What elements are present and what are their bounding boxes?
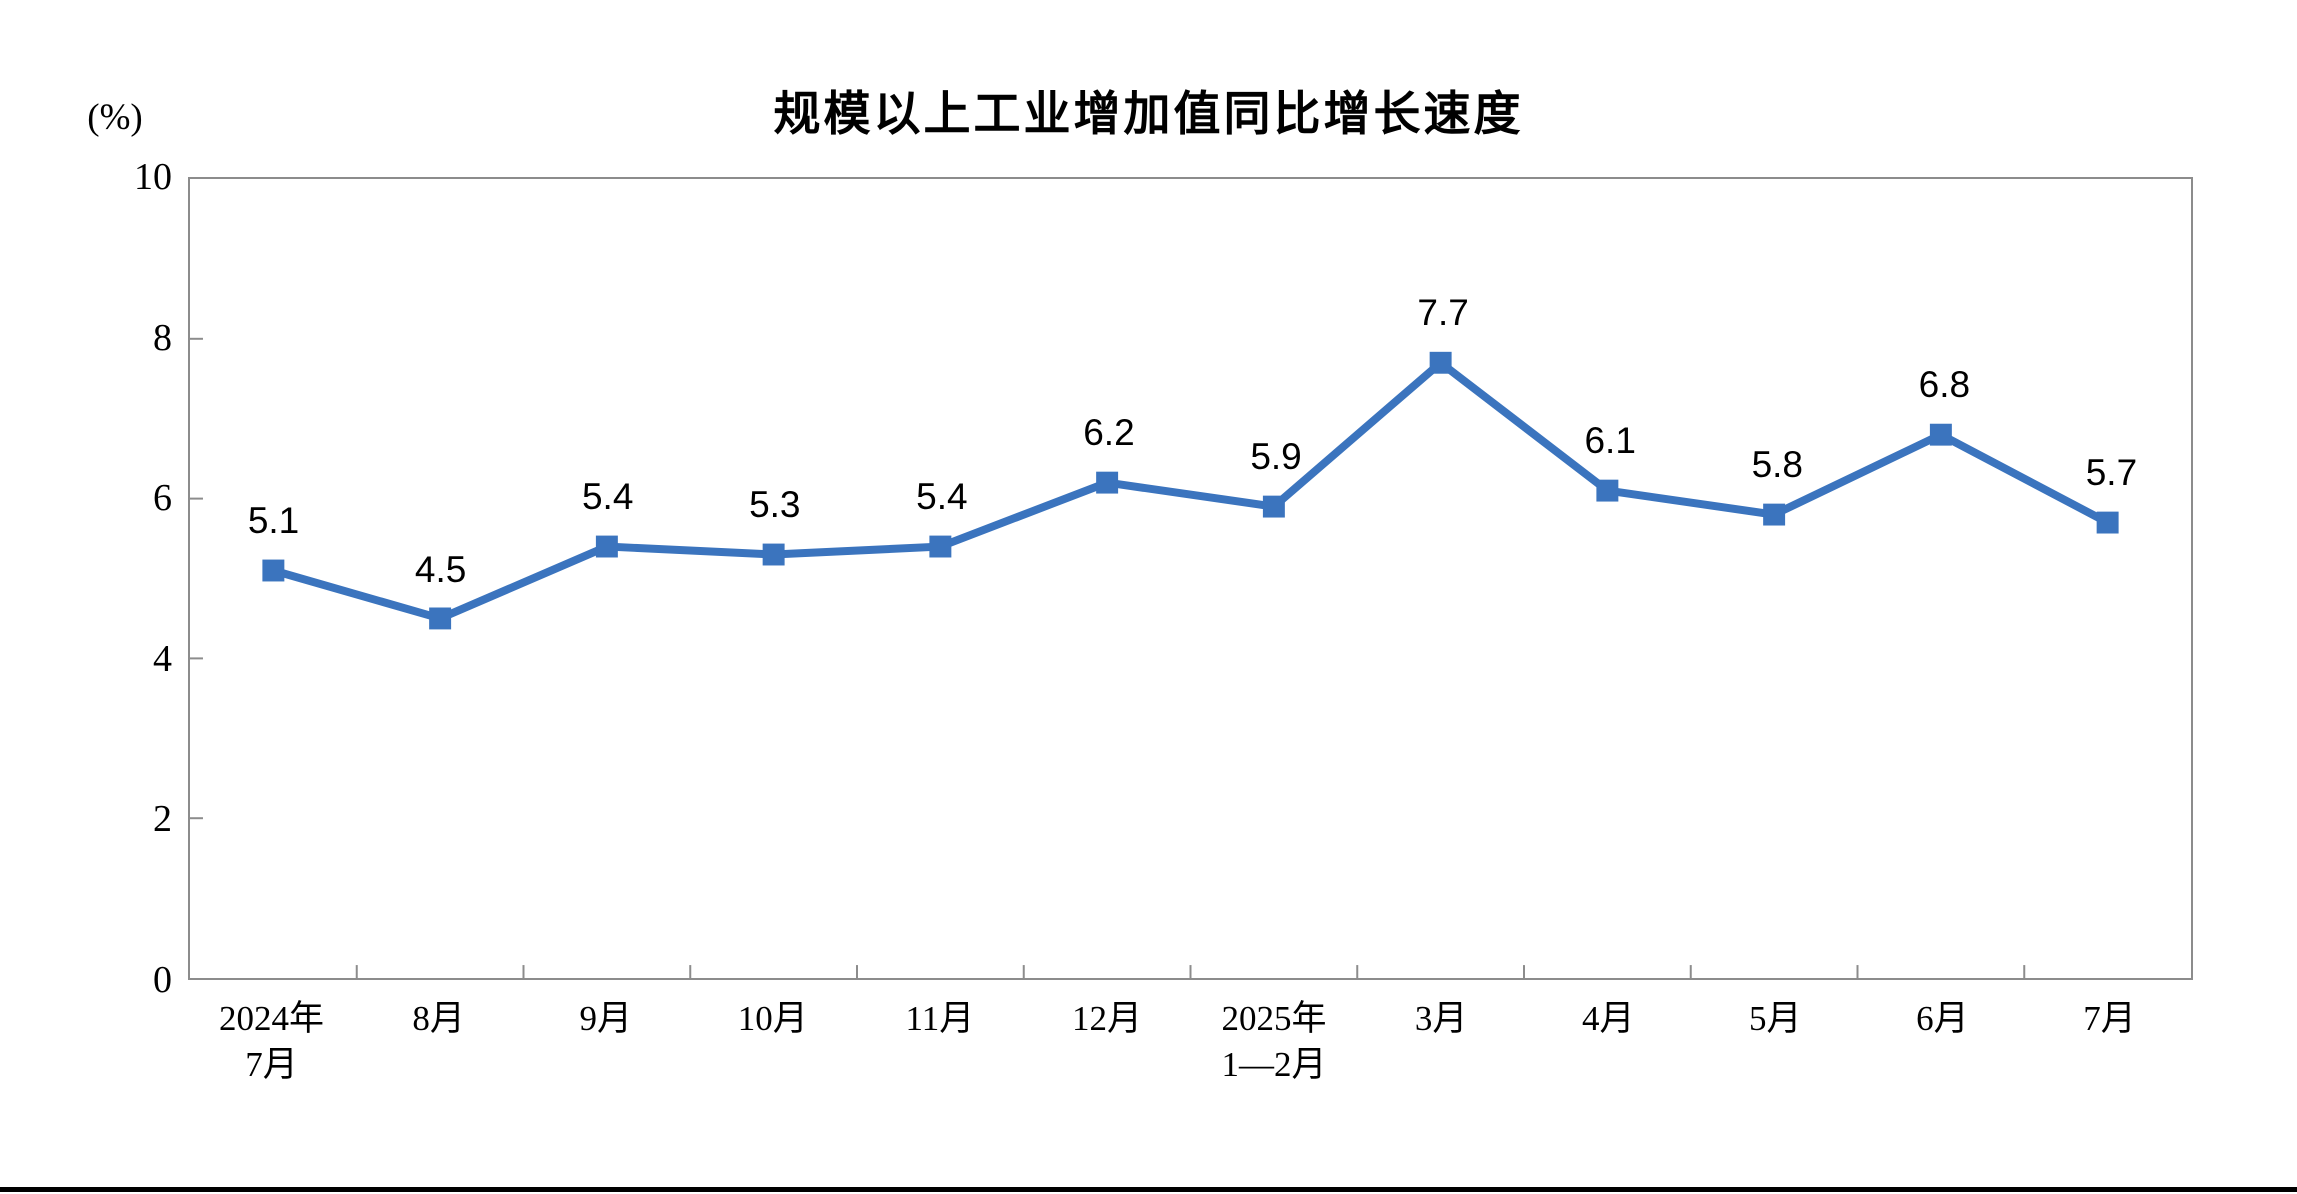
- x-category-label: 11月: [905, 999, 975, 1038]
- plot-area: 5.1 4.5 5.4 5.3 5.4 6.2 5.9 7.7 6.1 5.8 6.8 5.7: [188, 177, 2193, 980]
- chart-title: 规模以上工业增加值同比增长速度: [773, 87, 1524, 141]
- data-point-marker: [1262, 495, 1285, 518]
- series-line: [272, 357, 2110, 623]
- data-point-marker: [2096, 511, 2119, 534]
- data-label: 5.8: [1751, 444, 1803, 486]
- y-tick-label: 10: [134, 156, 172, 198]
- data-label: 5.3: [749, 484, 801, 526]
- data-point-marker: [595, 535, 618, 558]
- y-tick-label: 8: [153, 316, 172, 359]
- data-point-marker: [1596, 479, 1619, 502]
- x-category-label: 9月: [579, 999, 632, 1038]
- x-category-label: 10月: [737, 999, 808, 1038]
- y-axis-unit-label: (%): [87, 97, 143, 138]
- y-tick-label: 0: [153, 959, 172, 1001]
- data-point-marker: [1429, 351, 1452, 374]
- x-category-label: 5月: [1749, 999, 1802, 1038]
- y-tick-label: 4: [153, 637, 172, 680]
- chart-canvas: [190, 337, 2119, 978]
- data-point-marker: [762, 543, 785, 566]
- data-label: 6.1: [1584, 420, 1636, 462]
- x-category-label: 2025年 1—2月: [1221, 999, 1327, 1085]
- data-point-marker: [1096, 471, 1119, 494]
- data-label: 6.8: [1918, 363, 1971, 405]
- y-tick-label: 2: [153, 798, 172, 841]
- data-point-marker: [429, 607, 452, 630]
- data-label: 5.4: [916, 476, 968, 518]
- x-category-label: 8月: [412, 999, 465, 1038]
- bottom-divider-line: [0, 1187, 2297, 1192]
- data-label: 7.7: [1417, 291, 1469, 333]
- data-label: 5.1: [247, 500, 300, 542]
- x-category-label: 2024年 7月: [219, 999, 325, 1085]
- x-category-label: 3月: [1414, 999, 1468, 1038]
- data-point-marker: [262, 559, 285, 582]
- data-label: 6.2: [1083, 412, 1135, 454]
- y-tick-label: 6: [153, 477, 172, 520]
- data-label: 4.5: [414, 548, 467, 590]
- x-category-label: 6月: [1916, 999, 1969, 1038]
- data-label: 5.7: [2085, 452, 2138, 494]
- x-category-label: 4月: [1581, 999, 1635, 1038]
- data-point-marker: [1763, 503, 1786, 526]
- data-label: 5.9: [1250, 436, 1302, 478]
- data-point-marker: [1929, 423, 1952, 446]
- data-label: 5.4: [581, 476, 634, 518]
- data-point-marker: [929, 535, 952, 558]
- x-category-label: 7月: [2083, 999, 2136, 1038]
- x-category-label: 12月: [1071, 999, 1142, 1038]
